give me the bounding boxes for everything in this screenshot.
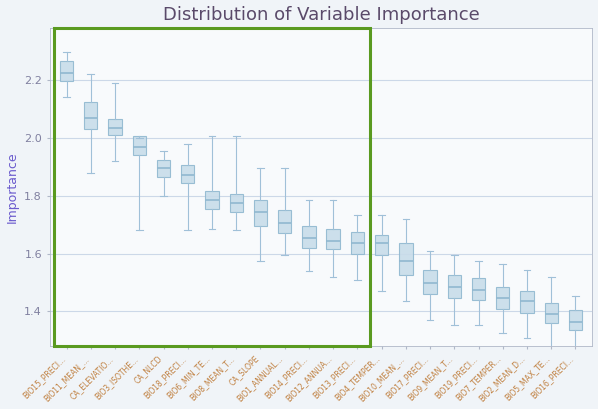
PathPatch shape bbox=[230, 194, 243, 211]
PathPatch shape bbox=[423, 270, 437, 294]
PathPatch shape bbox=[157, 160, 170, 177]
PathPatch shape bbox=[569, 310, 582, 330]
PathPatch shape bbox=[133, 137, 146, 155]
PathPatch shape bbox=[205, 191, 219, 209]
PathPatch shape bbox=[254, 200, 267, 226]
PathPatch shape bbox=[472, 278, 485, 300]
PathPatch shape bbox=[496, 287, 509, 309]
Bar bbox=[54, 28, 370, 346]
PathPatch shape bbox=[84, 102, 97, 129]
PathPatch shape bbox=[181, 165, 194, 183]
Title: Distribution of Variable Importance: Distribution of Variable Importance bbox=[163, 6, 480, 24]
Y-axis label: Importance: Importance bbox=[5, 151, 19, 223]
PathPatch shape bbox=[302, 226, 316, 248]
PathPatch shape bbox=[520, 291, 533, 313]
PathPatch shape bbox=[448, 275, 461, 299]
PathPatch shape bbox=[60, 61, 73, 81]
PathPatch shape bbox=[399, 243, 413, 275]
PathPatch shape bbox=[327, 229, 340, 249]
PathPatch shape bbox=[278, 210, 291, 234]
PathPatch shape bbox=[375, 235, 388, 255]
PathPatch shape bbox=[350, 232, 364, 254]
PathPatch shape bbox=[108, 119, 122, 135]
PathPatch shape bbox=[545, 303, 558, 323]
